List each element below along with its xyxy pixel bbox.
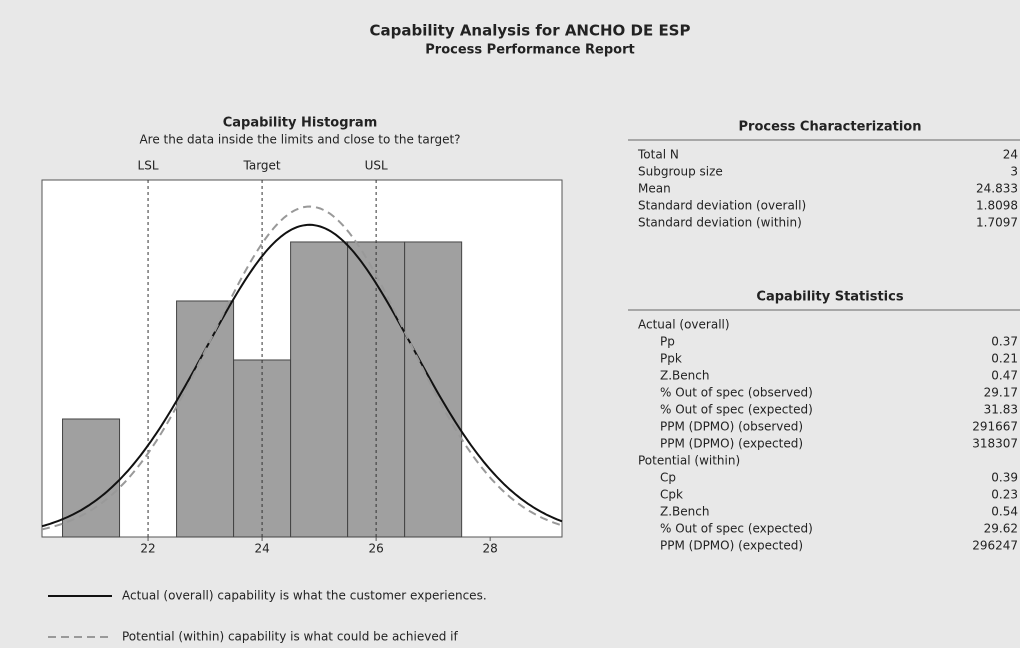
row-value: 29.62 (984, 522, 1018, 536)
row-value: 0.23 (991, 488, 1018, 502)
row-label: Cp (660, 471, 676, 485)
row-value: 31.83 (984, 403, 1018, 417)
fit-curve (41, 223, 563, 528)
chart-subtitle: Are the data inside the limits and close… (139, 133, 460, 147)
row-value: 24 (1003, 148, 1018, 162)
spec-label: LSL (138, 159, 159, 173)
row-value: 24.833 (976, 182, 1018, 196)
row-value: 0.21 (991, 352, 1018, 366)
bar (290, 241, 349, 538)
row-value: 3 (1010, 165, 1018, 179)
row-label: Z.Bench (660, 369, 709, 383)
table-title: Process Characterization (739, 120, 922, 135)
group-label: Potential (within) (638, 454, 740, 468)
fit-curve (41, 205, 563, 531)
row-label: PPM (DPMO) (observed) (660, 420, 803, 434)
chart-title: Capability Histogram (223, 116, 378, 131)
row-value: 0.37 (991, 335, 1018, 349)
row-value: 1.7097 (976, 216, 1018, 230)
group-label: Actual (overall) (638, 318, 730, 332)
row-label: % Out of spec (expected) (660, 403, 813, 417)
row-value: 0.54 (991, 505, 1018, 519)
row-label: Pp (660, 335, 675, 349)
row-label: Standard deviation (within) (638, 216, 802, 230)
bar (404, 241, 463, 538)
x-tick-label: 22 (140, 542, 155, 556)
spec-label: USL (365, 159, 388, 173)
x-tick-label: 28 (483, 542, 498, 556)
row-label: % Out of spec (expected) (660, 522, 813, 536)
row-value: 291667 (972, 420, 1018, 434)
bar (233, 359, 292, 538)
row-value: 318307 (972, 437, 1018, 451)
row-value: 29.17 (984, 386, 1018, 400)
row-label: PPM (DPMO) (expected) (660, 437, 803, 451)
report-subtitle: Process Performance Report (425, 43, 634, 58)
row-label: Standard deviation (overall) (638, 199, 806, 213)
x-tick-label: 24 (254, 542, 269, 556)
row-label: Total N (637, 148, 679, 162)
bar (176, 300, 235, 538)
row-value: 1.8098 (976, 199, 1018, 213)
legend-label: Potential (within) capability is what co… (122, 630, 458, 644)
legend-label: Actual (overall) capability is what the … (122, 589, 487, 603)
spec-label: Target (243, 159, 281, 173)
report-title: Capability Analysis for ANCHO DE ESP (370, 22, 691, 40)
row-label: PPM (DPMO) (expected) (660, 539, 803, 553)
row-label: Z.Bench (660, 505, 709, 519)
table-title: Capability Statistics (756, 290, 903, 305)
row-label: % Out of spec (observed) (660, 386, 813, 400)
x-tick-label: 26 (368, 542, 383, 556)
bar (62, 418, 121, 538)
row-value: 296247 (972, 539, 1018, 553)
row-label: Mean (638, 182, 671, 196)
row-label: Ppk (660, 352, 682, 366)
row-label: Cpk (660, 488, 683, 502)
row-label: Subgroup size (638, 165, 723, 179)
row-value: 0.39 (991, 471, 1018, 485)
row-value: 0.47 (991, 369, 1018, 383)
